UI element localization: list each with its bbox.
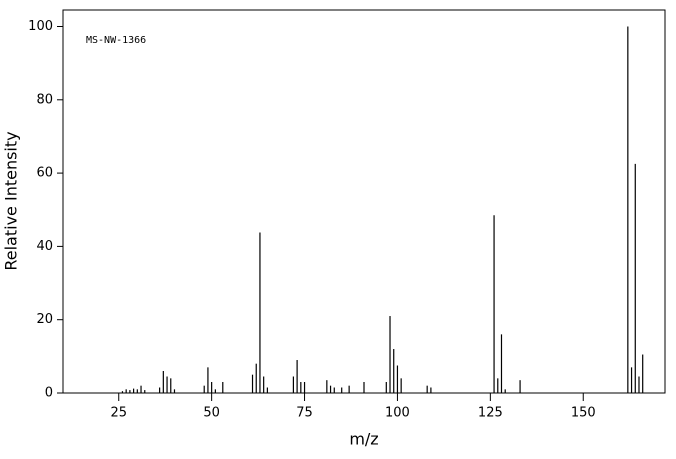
annotation: MS-NW-1366	[86, 35, 146, 46]
y-axis-label: Relative Intensity	[2, 131, 21, 270]
x-tick-label: 125	[478, 406, 503, 421]
y-tick-label: 40	[36, 239, 53, 254]
x-axis-label: m/z	[349, 430, 378, 449]
x-tick-label: 25	[110, 406, 127, 421]
y-tick-label: 60	[36, 166, 53, 181]
x-tick-label: 100	[385, 406, 410, 421]
y-tick-label: 80	[36, 92, 53, 107]
x-tick-label: 150	[571, 406, 596, 421]
plot-frame	[62, 9, 666, 394]
x-tick-label: 75	[296, 406, 313, 421]
x-tick-label: 50	[203, 406, 220, 421]
y-tick-label: 100	[28, 19, 53, 34]
y-tick-label: 20	[36, 312, 53, 327]
y-tick-label: 0	[45, 386, 53, 401]
